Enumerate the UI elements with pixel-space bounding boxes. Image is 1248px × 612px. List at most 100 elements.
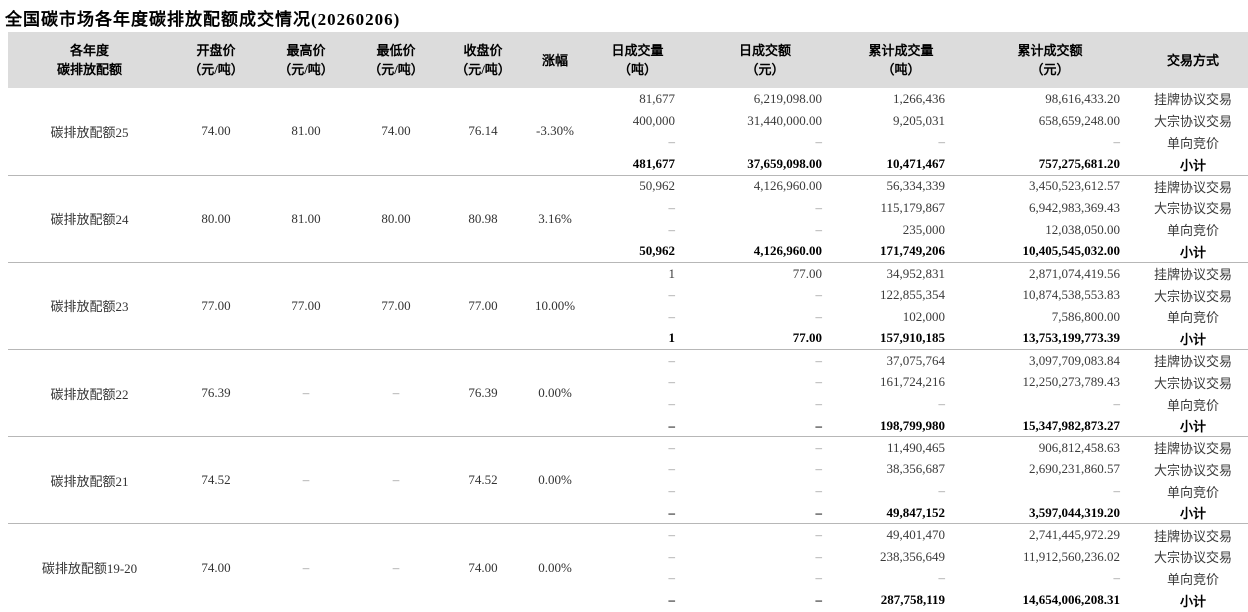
method-row: – – 161,724,216 12,250,273,789.43 大宗协议交易: [8, 371, 1248, 393]
daily-volume-cell: –: [668, 352, 676, 368]
daily-amount-cell: –: [815, 504, 823, 520]
close-price-cell: 74.00: [468, 559, 498, 575]
header-line1: 最高价: [286, 43, 326, 58]
cum-volume-cell: 198,799,980: [880, 417, 945, 433]
header-line2: （元）: [745, 62, 785, 77]
daily-amount-cell: –: [815, 461, 823, 477]
cum-amount-cell: 658,659,248.00: [1038, 112, 1120, 128]
subtotal-row: – – 198,799,980 15,347,982,873.27 小计: [8, 415, 1248, 437]
cum-amount-cell: 3,597,044,319.20: [1029, 504, 1120, 520]
header-line1: 收盘价: [463, 43, 503, 58]
daily-amount-cell: –: [815, 592, 823, 608]
daily-amount-cell: 37,659,098.00: [747, 156, 822, 172]
daily-volume-cell: –: [668, 439, 676, 455]
method-row: 碳排放配额23 77.00 77.00 77.00 77.00 10.00% 1 77.00 3…: [8, 262, 1248, 315]
daily-amount-cell: 31,440,000.00: [747, 112, 822, 128]
method-row: 碳排放配额24 80.00 81.00 80.00 80.98 3.16% 50,962 4,…: [8, 175, 1248, 227]
change-pct-cell: 3.16%: [538, 210, 572, 226]
cum-volume-cell: 38,356,687: [886, 461, 946, 477]
method-row: – – 235,000 12,038,050.00 单向竞价: [8, 219, 1248, 241]
high-price-cell: 77.00: [291, 297, 321, 313]
group-name-cell: 碳排放配额22: [50, 386, 129, 402]
cum-volume-cell: 102,000: [902, 308, 945, 324]
header-line1: 日成交额: [738, 43, 791, 58]
cum-volume-cell: –: [938, 396, 946, 412]
header-line2: （元/吨）: [188, 62, 244, 77]
header-line1: 涨幅: [541, 52, 568, 68]
header-line1: 累计成交额: [1017, 43, 1083, 58]
cum-volume-cell: 157,910,185: [880, 330, 945, 346]
trade-method-cell: 单向竞价: [1166, 397, 1219, 413]
cum-volume-cell: –: [938, 483, 946, 499]
column-header-open-price: 开盘价 （元/吨）: [171, 32, 261, 88]
daily-amount-cell: –: [815, 221, 823, 237]
quota-table: 各年度 碳排放配额 开盘价 （元/吨） 最高价 （元/吨） 最低价 （元/吨） 收盘价 （元/吨）…: [8, 32, 1248, 611]
trade-method-cell: 单向竞价: [1166, 571, 1219, 587]
daily-volume-cell: –: [668, 417, 676, 433]
daily-volume-cell: 1: [668, 265, 676, 281]
low-price-cell: 80.00: [381, 210, 411, 226]
header-line2: （元/吨）: [368, 62, 424, 77]
year-group-22: 碳排放配额22 76.39 – – 76.39 0.00% – – 37,075,764 3,09…: [8, 349, 1248, 437]
header-line1: 开盘价: [196, 43, 236, 58]
open-price-cell: 74.52: [201, 472, 231, 488]
cum-volume-cell: 122,855,354: [880, 287, 945, 303]
change-pct-cell: 0.00%: [538, 472, 572, 488]
subtotal-row: 50,962 4,126,960.00 171,749,206 10,405,545,…: [8, 241, 1248, 263]
table-head: 各年度 碳排放配额 开盘价 （元/吨） 最高价 （元/吨） 最低价 （元/吨） 收盘价 （元/吨）…: [8, 32, 1248, 88]
cum-volume-cell: 238,356,649: [880, 548, 945, 564]
cum-amount-cell: –: [1113, 483, 1121, 499]
method-row: – – – – 单向竞价: [8, 393, 1248, 415]
change-pct-cell: 10.00%: [534, 297, 576, 313]
trade-method-cell: 小计: [1179, 157, 1206, 173]
cum-volume-cell: 37,075,764: [886, 352, 946, 368]
high-price-cell: –: [302, 472, 310, 488]
cum-amount-cell: 13,753,199,773.39: [1022, 330, 1121, 346]
subtotal-row: 1 77.00 157,910,185 13,753,199,773.39 小计: [8, 328, 1248, 350]
change-pct-cell: -3.30%: [536, 123, 574, 139]
daily-amount-cell: –: [815, 134, 823, 150]
cum-volume-cell: 10,471,467: [886, 156, 946, 172]
column-header-daily-volume: 日成交量 （吨）: [585, 32, 690, 88]
subtotal-row: – – 49,847,152 3,597,044,319.20 小计: [8, 502, 1248, 524]
high-price-cell: 81.00: [291, 123, 321, 139]
method-row: 400,000 31,440,000.00 9,205,031 658,659,248…: [8, 110, 1248, 132]
column-header-daily-amount: 日成交额 （元）: [690, 32, 840, 88]
trade-method-cell: 小计: [1179, 593, 1206, 609]
cum-volume-cell: 9,205,031: [893, 112, 945, 128]
daily-volume-cell: 50,962: [639, 178, 675, 194]
daily-amount-cell: –: [815, 374, 823, 390]
trade-method-cell: 大宗协议交易: [1153, 462, 1232, 478]
trade-method-cell: 大宗协议交易: [1153, 375, 1232, 391]
column-header-year-quota: 各年度 碳排放配额: [8, 32, 171, 88]
trade-method-cell: 小计: [1179, 331, 1206, 347]
cum-amount-cell: 2,871,074,419.56: [1029, 265, 1120, 281]
cum-amount-cell: 7,586,800.00: [1051, 308, 1120, 324]
column-header-low-price: 最低价 （元/吨）: [351, 32, 441, 88]
daily-volume-cell: 481,677: [632, 156, 675, 172]
daily-volume-cell: –: [668, 396, 676, 412]
cum-volume-cell: –: [938, 134, 946, 150]
header-line2: （吨）: [881, 62, 921, 77]
daily-amount-cell: 4,126,960.00: [753, 243, 822, 259]
header-line1: 累计成交量: [868, 43, 934, 58]
trade-method-cell: 挂牌协议交易: [1153, 92, 1232, 108]
trade-method-cell: 挂牌协议交易: [1153, 528, 1232, 544]
daily-volume-cell: –: [668, 134, 676, 150]
cum-amount-cell: 10,405,545,032.00: [1022, 243, 1121, 259]
cum-amount-cell: 906,812,458.63: [1038, 439, 1120, 455]
daily-amount-cell: 6,219,098.00: [753, 90, 822, 106]
trade-method-cell: 大宗协议交易: [1153, 550, 1232, 566]
group-name-cell: 碳排放配额19-20: [41, 561, 138, 577]
method-row: – – 38,356,687 2,690,231,860.57 大宗协议交易: [8, 459, 1248, 481]
page-title: 全国碳市场各年度碳排放配额成交情况(20260206): [5, 10, 401, 29]
cum-amount-cell: 12,038,050.00: [1045, 221, 1120, 237]
column-header-close-price: 收盘价 （元/吨）: [441, 32, 525, 88]
method-row: – – 238,356,649 11,912,560,236.02 大宗协议交易: [8, 546, 1248, 568]
cum-volume-cell: 49,401,470: [886, 527, 946, 543]
header-line1: 日成交量: [611, 43, 664, 58]
low-price-cell: –: [392, 559, 400, 575]
daily-volume-cell: –: [668, 570, 676, 586]
open-price-cell: 74.00: [201, 559, 231, 575]
daily-amount-cell: 77.00: [792, 265, 822, 281]
